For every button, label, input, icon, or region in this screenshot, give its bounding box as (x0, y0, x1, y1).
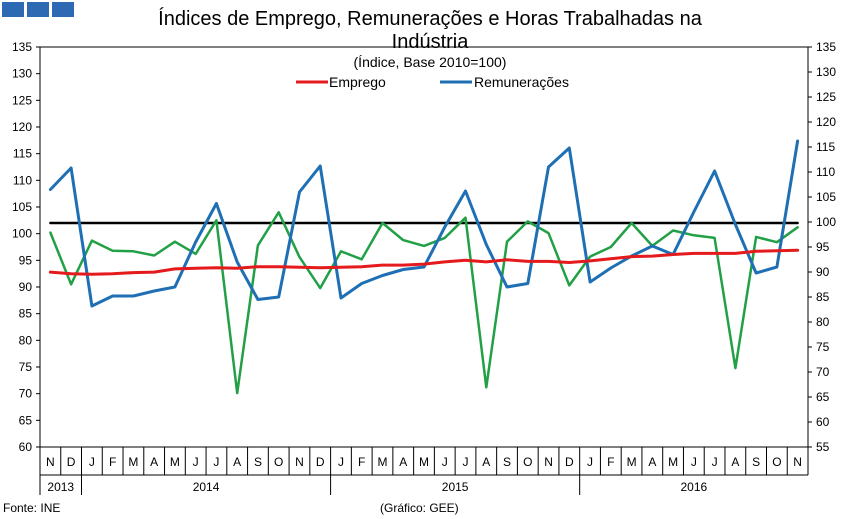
left-tick-label: 80 (19, 333, 33, 347)
left-tick-label: 125 (12, 93, 32, 107)
right-axis: 55 60 65 70 75 80 85 90 95 100 105 110 115 120 125 130 1… (808, 40, 836, 454)
month-tick-label: M (419, 455, 429, 469)
month-tick-label: A (482, 455, 490, 469)
month-tick-label: J (89, 455, 95, 469)
month-tick-label: A (399, 455, 407, 469)
right-tick-label: 85 (816, 290, 830, 304)
month-tick-label: A (731, 455, 739, 469)
year-tick-label: 2013 (47, 480, 74, 494)
legend: Emprego Remunerações (296, 74, 569, 90)
month-tick-label: J (338, 455, 344, 469)
legend-label-remuneracoes: Remunerações (474, 74, 569, 90)
left-tick-label: 130 (12, 67, 32, 81)
month-tick-label: F (358, 455, 365, 469)
month-tick-label: J (712, 455, 718, 469)
month-tick-label: D (67, 455, 76, 469)
left-tick-label: 115 (13, 147, 32, 161)
right-tick-label: 135 (816, 40, 836, 54)
right-tick-label: 80 (816, 315, 830, 329)
header-square (52, 2, 74, 17)
left-tick-label: 100 (12, 227, 32, 241)
month-tick-label: M (627, 455, 637, 469)
left-axis: 60 65 70 75 80 85 90 95 100 105 110 115 120 125 130 135 (12, 40, 40, 454)
right-tick-label: 125 (816, 90, 836, 104)
left-tick-label: 95 (19, 253, 33, 267)
chart-subtitle: (Índice, Base 2010=100) (354, 54, 507, 70)
month-tick-label: N (295, 455, 304, 469)
left-tick-label: 85 (19, 307, 33, 321)
header-square (2, 2, 24, 17)
legend-label-emprego: Emprego (329, 74, 386, 90)
month-tick-label: F (109, 455, 116, 469)
series-line-horas-trabalhadas (49, 211, 799, 395)
header-squares (2, 2, 74, 17)
month-tick-label: O (523, 455, 532, 469)
month-tick-label: A (648, 455, 656, 469)
right-tick-label: 65 (816, 390, 830, 404)
month-tick-label: J (463, 455, 469, 469)
right-tick-label: 105 (816, 190, 836, 204)
month-tick-label: N (793, 455, 802, 469)
month-tick-label: A (150, 455, 158, 469)
right-tick-label: 60 (816, 415, 830, 429)
right-tick-label: 70 (816, 365, 830, 379)
x-axis: N D J F M A M J J A S O N D J F M A M J J A S O N D J F M A M J J A S O N201… (39, 447, 809, 495)
month-tick-label: D (316, 455, 325, 469)
left-tick-label: 75 (19, 360, 33, 374)
year-tick-label: 2015 (442, 480, 469, 494)
right-tick-label: 100 (816, 215, 836, 229)
month-tick-label: F (607, 455, 614, 469)
month-tick-label: D (565, 455, 574, 469)
month-tick-label: M (668, 455, 678, 469)
right-tick-label: 110 (816, 165, 835, 179)
month-tick-label: S (254, 455, 262, 469)
left-tick-label: 90 (19, 280, 33, 294)
month-tick-label: J (193, 455, 199, 469)
right-tick-label: 55 (816, 440, 830, 454)
month-tick-label: A (233, 455, 241, 469)
series-line-emprego (48, 248, 800, 276)
right-tick-label: 130 (816, 65, 836, 79)
footer-credit: (Gráfico: GEE) (380, 501, 459, 515)
year-tick-label: 2016 (680, 480, 707, 494)
footer-source: Fonte: INE (3, 501, 60, 515)
month-tick-label: O (772, 455, 781, 469)
month-tick-label: J (213, 455, 219, 469)
right-tick-label: 95 (816, 240, 830, 254)
month-tick-label: J (587, 455, 593, 469)
header-square (27, 2, 49, 17)
right-tick-label: 115 (816, 140, 835, 154)
right-tick-label: 75 (816, 340, 830, 354)
right-tick-label: 120 (816, 115, 836, 129)
month-tick-label: M (170, 455, 180, 469)
month-tick-label: N (46, 455, 55, 469)
month-tick-label: S (503, 455, 511, 469)
left-tick-label: 105 (12, 200, 32, 214)
month-tick-label: J (691, 455, 697, 469)
month-tick-label: N (544, 455, 553, 469)
left-tick-label: 70 (19, 387, 33, 401)
series-layer (48, 139, 800, 395)
left-tick-label: 120 (12, 120, 32, 134)
chart-title-line1: Índices de Emprego, Remunerações e Horas… (158, 7, 703, 30)
month-tick-label: S (752, 455, 760, 469)
year-tick-label: 2014 (193, 480, 220, 494)
right-tick-label: 90 (816, 265, 830, 279)
left-tick-label: 110 (13, 173, 32, 187)
month-tick-label: M (128, 455, 138, 469)
left-tick-label: 60 (19, 440, 33, 454)
left-tick-label: 65 (19, 413, 33, 427)
month-tick-label: O (274, 455, 283, 469)
month-tick-label: J (442, 455, 448, 469)
chart-title-line2: Indústria (392, 31, 470, 53)
left-tick-label: 135 (12, 40, 32, 54)
month-tick-label: M (377, 455, 387, 469)
